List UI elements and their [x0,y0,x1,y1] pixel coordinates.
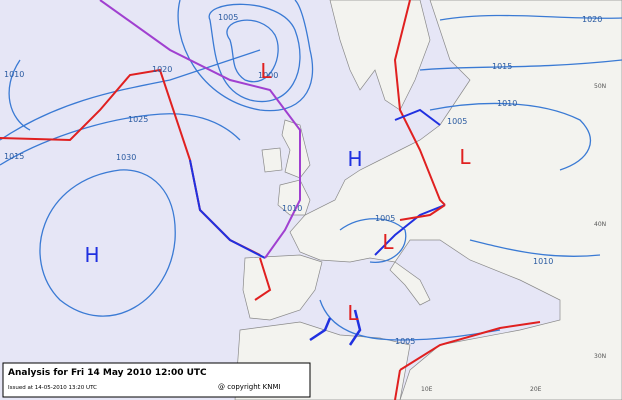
isobar-label: 1010 [282,204,302,213]
land [234,0,622,400]
lat-label: 40N [594,221,606,228]
isobar-label: 1005 [375,214,395,223]
pressure-center: L [347,301,359,325]
footer-title: Analysis for Fri 14 May 2010 12:00 UTC [8,368,207,378]
fronts [0,0,541,400]
isobar-label: 1010 [533,257,553,266]
pressure-center: H [347,147,362,171]
footer-issued: Issued at 14-05-2010 13:20 UTC [8,385,97,391]
isobar-label: 1005 [395,337,415,346]
lon-label: 20E [530,386,542,393]
lat-label: 50N [594,83,606,90]
lat-label: 30N [594,353,606,360]
isobar-label: 1015 [492,62,512,71]
pressure-center: L [260,59,272,83]
isobar-label: 1020 [152,65,172,74]
isobar-label: 1010 [4,70,24,79]
isobar-label: 1025 [128,115,148,124]
labels: 1020 1020 1015 1010 1010 1005 1025 1015 1030 1005… [4,13,606,393]
pressure-center: L [382,230,394,254]
pressure-center: L [459,145,471,169]
isobar-label: 1015 [4,152,24,161]
footer-copyright: @ copyright KNMI [218,383,281,391]
isobar-label: 1020 [582,15,602,24]
lon-label: 10E [421,386,433,393]
isobar-label: 1000 [258,71,278,80]
isobars [0,0,622,341]
isobar-label: 1005 [218,13,238,22]
footer-box [2,362,311,398]
pressure-center: H [84,243,99,267]
isobar-label: 1010 [497,99,517,108]
isobar-label: 1030 [116,153,136,162]
isobar-label: 1005 [447,117,467,126]
